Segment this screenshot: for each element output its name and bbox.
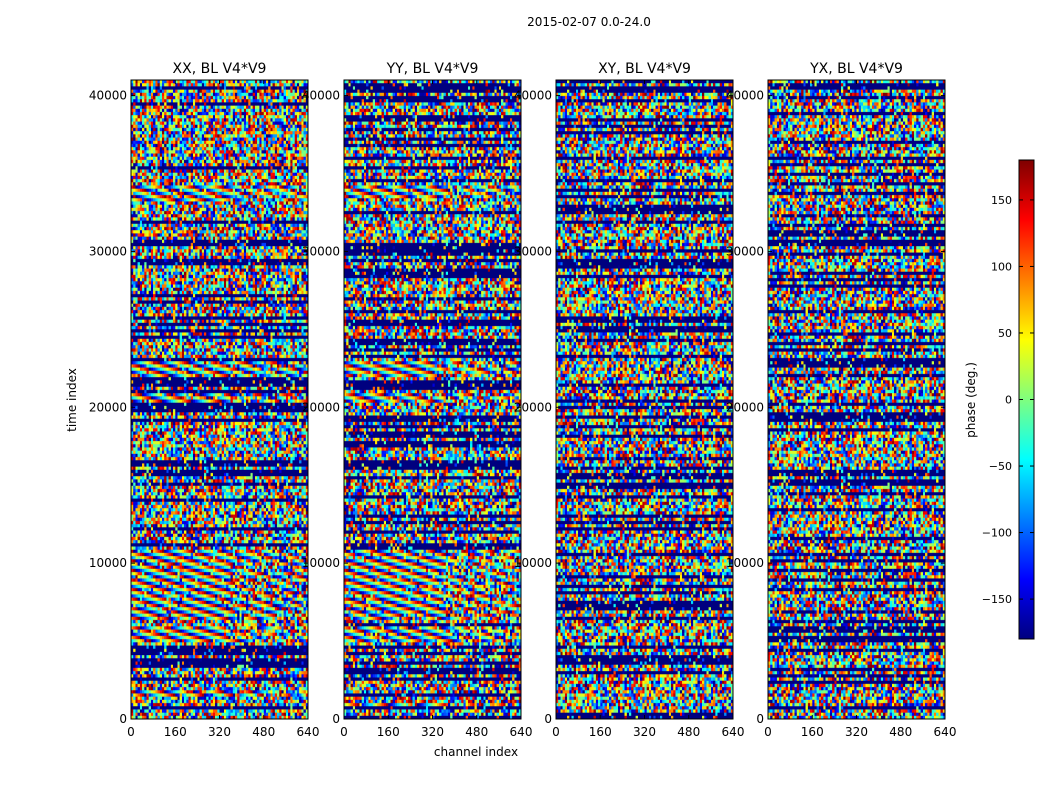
x-tick-label: 640: [722, 725, 745, 739]
x-tick-label: 320: [845, 725, 868, 739]
x-tick-label: 640: [934, 725, 957, 739]
x-tick-label: 0: [764, 725, 772, 739]
y-tick-label: 20000: [514, 400, 552, 414]
y-tick-label: 10000: [726, 556, 764, 570]
y-tick-label: 30000: [514, 244, 552, 258]
y-tick-label: 0: [756, 712, 764, 726]
x-tick-label: 0: [127, 725, 135, 739]
heatmap-panel: YY, BL V4*V9 0 160 320 480 640 0 10000 20000 3000…: [302, 61, 533, 739]
panel-title: YY, BL V4*V9: [386, 61, 479, 77]
y-tick-label: 10000: [302, 556, 340, 570]
x-tick-label: 160: [589, 725, 612, 739]
x-tick-label: 160: [377, 725, 400, 739]
colorbar-tick-label: −50: [989, 460, 1012, 473]
colorbar-ticks: 150 100 50 0 −50 −100 −150: [982, 194, 1034, 606]
heatmap-image: [131, 80, 308, 719]
heatmap-panel: XY, BL V4*V9 0 160 320 480 640 0 10000 20000 3000…: [514, 61, 745, 739]
y-tick-label: 30000: [726, 244, 764, 258]
x-tick-label: 480: [889, 725, 912, 739]
y-tick-label: 10000: [514, 556, 552, 570]
heatmap-image: [768, 80, 945, 719]
colorbar-tick-label: −100: [982, 527, 1012, 540]
x-tick-label: 0: [552, 725, 560, 739]
y-tick-label: 30000: [89, 244, 127, 258]
y-tick-label: 0: [119, 712, 127, 726]
heatmap-image: [556, 80, 733, 719]
y-axis-label: time index: [65, 368, 79, 432]
colorbar-label: phase (deg.): [964, 362, 978, 438]
x-tick-label: 0: [340, 725, 348, 739]
y-tick-label: 20000: [726, 400, 764, 414]
colorbar-tick-label: 50: [998, 327, 1012, 340]
heatmap-panel: YX, BL V4*V9 0 160 320 480 640 0 10000 20000 3000…: [726, 61, 957, 739]
y-tick-label: 40000: [726, 89, 764, 103]
x-tick-label: 160: [801, 725, 824, 739]
x-tick-label: 320: [633, 725, 656, 739]
y-tick-label: 10000: [89, 556, 127, 570]
colorbar-tick-label: −150: [982, 593, 1012, 606]
x-tick-label: 320: [421, 725, 444, 739]
colorbar: 150 100 50 0 −50 −100 −150 phase (deg.): [964, 159, 1035, 640]
heatmap-panels: XX, BL V4*V9 0 160 320 480 640 0 10000 20000 3000…: [89, 61, 957, 739]
panel-title: YX, BL V4*V9: [809, 61, 903, 77]
y-tick-label: 40000: [89, 89, 127, 103]
heatmap-panel: XX, BL V4*V9 0 160 320 480 640 0 10000 20000 3000…: [89, 61, 320, 739]
y-tick-label: 30000: [302, 244, 340, 258]
y-tick-label: 20000: [89, 400, 127, 414]
x-tick-label: 640: [510, 725, 533, 739]
panel-title: XX, BL V4*V9: [173, 61, 267, 77]
y-tick-label: 40000: [302, 89, 340, 103]
panel-title: XY, BL V4*V9: [598, 61, 691, 77]
colorbar-tick-label: 150: [991, 194, 1012, 207]
y-tick-label: 0: [544, 712, 552, 726]
x-tick-label: 640: [297, 725, 320, 739]
x-axis-label: channel index: [434, 745, 518, 759]
x-tick-label: 480: [677, 725, 700, 739]
y-tick-label: 0: [332, 712, 340, 726]
figure-suptitle: 2015-02-07 0.0-24.0: [527, 15, 651, 29]
x-tick-label: 160: [164, 725, 187, 739]
colorbar-tick-label: 0: [1005, 394, 1012, 407]
heatmap-image: [344, 80, 521, 719]
x-tick-label: 480: [465, 725, 488, 739]
x-tick-label: 320: [208, 725, 231, 739]
y-tick-label: 20000: [302, 400, 340, 414]
colorbar-tick-label: 100: [991, 260, 1012, 273]
y-tick-label: 40000: [514, 89, 552, 103]
x-tick-label: 480: [252, 725, 275, 739]
